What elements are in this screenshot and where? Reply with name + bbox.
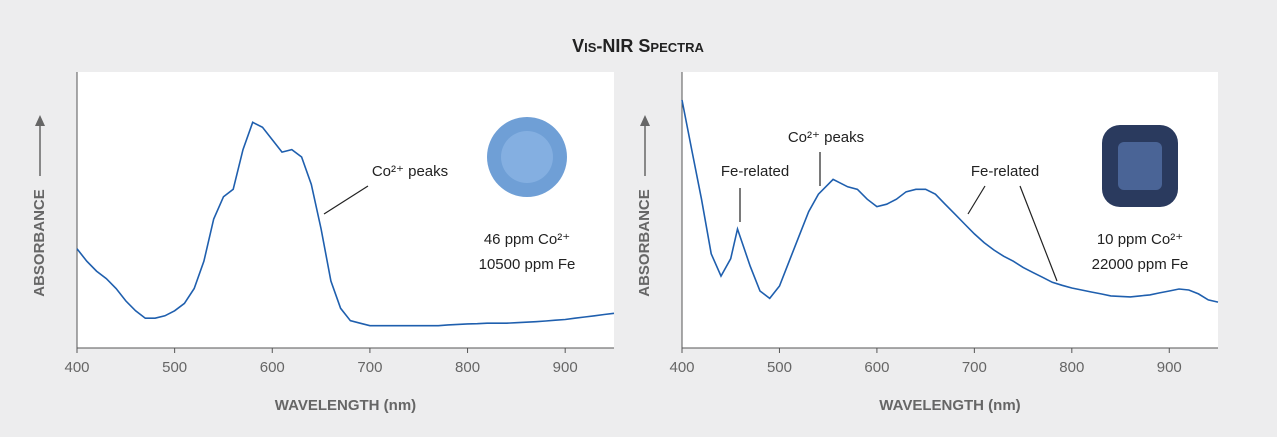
x-tick-label: 700 — [962, 359, 987, 376]
plot-area — [77, 72, 614, 348]
x-tick-label: 600 — [260, 359, 285, 376]
spectrum-line — [681, 99, 1219, 303]
annotation: Fe-related — [721, 163, 789, 180]
axis-arrowhead — [640, 115, 650, 126]
x-tick-label: 900 — [1157, 359, 1182, 376]
axis-arrowhead — [35, 115, 45, 126]
annotation: 22000 ppm Fe — [1092, 256, 1189, 273]
annotation: 10 ppm Co²⁺ — [1097, 231, 1183, 248]
leader-line — [1019, 185, 1058, 282]
y-axis-label: ABSORBANCE — [636, 189, 653, 297]
x-axis-label: WAVELENGTH (nm) — [879, 397, 1020, 414]
gem-facet — [501, 131, 553, 183]
x-tick-label: 800 — [1059, 359, 1084, 376]
annotation: Co²⁺ peaks — [372, 163, 448, 180]
x-tick-label: 500 — [162, 359, 187, 376]
figure-title: Vis-NIR Spectra — [572, 36, 704, 56]
annotation: 46 ppm Co²⁺ — [484, 231, 570, 248]
x-tick-label: 700 — [357, 359, 382, 376]
y-axis-label: ABSORBANCE — [31, 189, 48, 297]
x-tick-label: 400 — [669, 359, 694, 376]
x-tick-label: 400 — [64, 359, 89, 376]
spectrum-line — [76, 121, 615, 327]
x-tick-label: 800 — [455, 359, 480, 376]
gem-facet — [1118, 142, 1162, 190]
x-tick-label: 600 — [864, 359, 889, 376]
leader-line — [967, 185, 986, 215]
annotation: 10500 ppm Fe — [479, 256, 576, 273]
annotation: Fe-related — [971, 163, 1039, 180]
x-tick-label: 900 — [553, 359, 578, 376]
x-tick-label: 500 — [767, 359, 792, 376]
x-axis-label: WAVELENGTH (nm) — [275, 397, 416, 414]
leader-line — [323, 185, 369, 215]
annotation: Co²⁺ peaks — [788, 129, 864, 146]
